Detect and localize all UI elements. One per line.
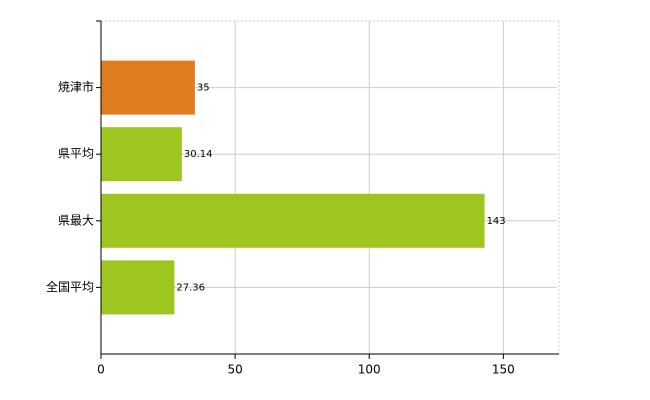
value-label: 35: [197, 83, 210, 94]
x-tick-label: 150: [492, 363, 515, 377]
x-tick-label: 50: [227, 363, 242, 377]
bar: [101, 260, 175, 315]
value-label: 143: [487, 216, 506, 227]
bar: [101, 193, 485, 248]
y-tick-label: 焼津市: [58, 79, 94, 94]
y-tick-label: 全国平均: [46, 279, 94, 294]
x-tick-label: 0: [97, 363, 105, 377]
bar: [101, 60, 195, 115]
x-tick-label: 100: [358, 363, 381, 377]
y-tick-label: 県平均: [58, 147, 94, 161]
value-label: 27.36: [176, 282, 205, 293]
y-tick-label: 県最大: [58, 213, 94, 227]
value-label: 30.14: [184, 149, 213, 160]
bar: [101, 127, 182, 182]
